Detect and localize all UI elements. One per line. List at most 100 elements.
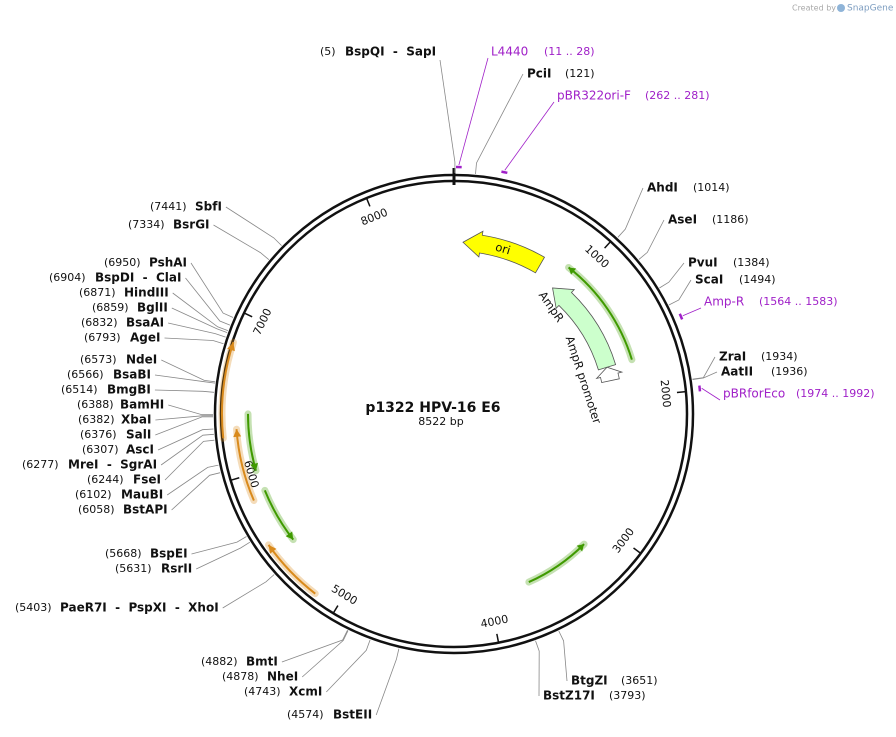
ruler-label: 3000 [610,525,637,555]
enzyme-leader [536,641,540,696]
enzyme-name: BstZ17I [543,689,595,703]
enzyme-name: NheI [267,670,298,684]
enzyme-position: (5) [320,45,336,58]
enzyme-position: (3793) [609,689,646,702]
enzyme-position: (6950) [104,256,141,269]
primer-mark [680,314,682,320]
enzyme-name: PshAI [149,256,187,270]
enzyme-leader [226,207,282,246]
primer-name: Amp-R [704,295,744,309]
enzyme-leader [158,429,214,450]
enzyme-leader [214,225,269,260]
enzyme-leader [172,473,221,510]
enzyme-position: (1934) [761,350,798,363]
track-glow [265,490,293,539]
primer-leader [505,102,554,170]
ruler-tick [367,198,370,206]
enzyme-name: BspDI - ClaI [95,271,181,285]
enzyme-position: (1936) [771,365,808,378]
ruler-tick [677,392,686,393]
enzyme-name: BstEII [333,708,372,722]
enzyme-position: (6388) [77,398,114,411]
enzyme-position: (7334) [128,218,165,231]
enzyme-name: AatII [721,365,753,379]
enzyme-position: (1014) [693,181,730,194]
enzyme-position: (1384) [733,256,770,269]
enzyme-name: AscI [126,443,154,457]
ruler-label: 8000 [359,206,390,229]
primer-range: (262 .. 281) [645,89,710,102]
enzyme-position: (4878) [222,670,259,683]
enzyme-leader [639,220,664,259]
enzyme-leader [168,405,213,415]
enzyme-position: (4574) [287,708,324,721]
ruler-tick [497,634,499,643]
ruler-tick [244,313,252,317]
track-glow [529,544,584,582]
primer-range: (11 .. 28) [544,45,595,58]
enzyme-name: BsaAI [126,316,164,330]
enzyme-name: AseI [668,213,697,227]
ruler-label: 2000 [658,379,674,408]
enzyme-leader [192,537,247,555]
enzyme-leader [155,390,214,392]
enzyme-leader [693,357,716,379]
enzyme-position: (5631) [115,562,152,575]
enzyme-leader [302,631,348,678]
enzyme-leader [165,338,224,344]
primer-leader [683,308,701,316]
enzyme-name: SbfI [195,200,222,214]
enzyme-name: RsrII [161,562,192,576]
enzyme-leader [326,640,370,692]
primer-name: pBRforEco [723,387,785,401]
enzyme-name: ScaI [695,273,723,287]
enzyme-name: HindIII [124,286,169,300]
enzyme-leader [161,434,214,465]
enzyme-leader [168,323,226,337]
enzyme-position: (6573) [80,353,117,366]
ruler-label: 5000 [329,582,360,608]
enzyme-name: PciI [527,67,552,81]
enzyme-name: BmgBI [107,383,151,397]
enzyme-position: (6514) [61,383,98,396]
primer-mark [699,386,700,392]
enzyme-position: (3651) [621,674,658,687]
enzyme-position: (1186) [712,213,749,226]
enzyme-name: BspEI [150,547,188,561]
enzyme-name: NdeI [126,353,157,367]
enzyme-leader [223,575,275,609]
ruler-tick [231,478,240,481]
enzyme-name: SalI [126,428,151,442]
enzyme-position: (6859) [92,301,129,314]
enzyme-leader [196,542,250,569]
enzyme-leader [155,375,215,383]
enzyme-name: BsrGI [173,218,210,232]
enzyme-leader [186,278,231,325]
ruler-tick [634,548,641,553]
enzyme-position: (6376) [80,428,117,441]
enzyme-leader [440,60,455,173]
enzyme-name: BstAPI [123,503,168,517]
primer-name: pBR322ori-F [557,89,631,103]
enzyme-name: PvuI [688,256,718,270]
enzyme-name: BamHI [120,398,164,412]
logo-icon [837,4,845,12]
enzyme-name: PaeR7I - PspXI - XhoI [60,601,219,615]
primer-leader [702,388,720,400]
enzyme-position: (4882) [201,655,238,668]
ruler-tick [605,242,611,249]
enzyme-position: (1494) [739,273,776,286]
enzyme-name: AhdI [647,181,678,195]
enzyme-position: (4743) [244,685,281,698]
enzyme-name: BmtI [246,655,278,669]
enzyme-position: (6102) [75,488,112,501]
enzyme-leader [282,630,348,662]
enzyme-name: ZraI [719,350,746,364]
enzyme-position: (6832) [81,316,118,329]
enzyme-position: (7441) [150,200,187,213]
enzyme-name: MauBI [121,488,163,502]
enzyme-leader [659,263,684,288]
enzyme-position: (6566) [67,368,104,381]
ruler-label: 1000 [582,242,611,270]
